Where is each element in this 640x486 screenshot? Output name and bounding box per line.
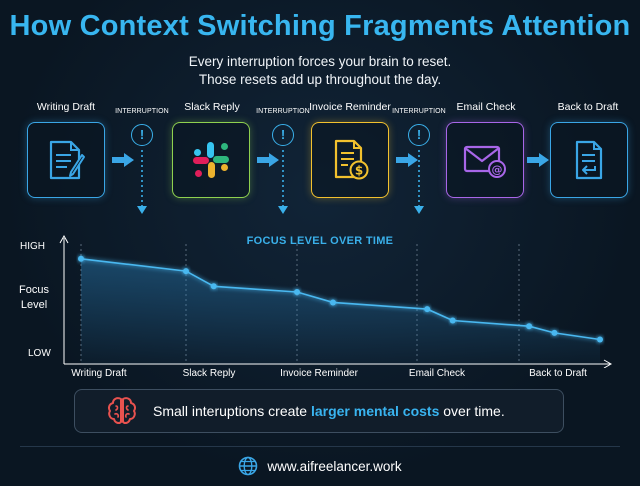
x-tick-slack-reply: Slack Reply <box>182 368 236 379</box>
document-pen-icon <box>49 140 85 180</box>
dotted-down-arrow-icon-3 <box>414 150 424 214</box>
interruption-label-3: INTERRUPTION <box>392 108 446 115</box>
y-axis-arrow-icon <box>59 234 69 244</box>
globe-icon <box>239 456 258 476</box>
y-axis-title: Focus Level <box>14 283 54 313</box>
data-point-9 <box>597 336 603 343</box>
card-invoice-reminder: $ <box>311 122 389 198</box>
slack-logo-icon <box>193 142 229 178</box>
y-label-low: LOW <box>28 348 51 359</box>
callout-box: Small interuptions create larger mental … <box>74 389 564 433</box>
data-point-5 <box>424 306 431 313</box>
interruption-label-1: INTERRUPTION <box>115 108 169 115</box>
step-label-slack-reply: Slack Reply <box>184 101 240 113</box>
interruption-label-2: INTERRUPTION <box>256 108 310 115</box>
focus-area <box>81 258 600 364</box>
callout-text-before: Small interuptions create <box>153 403 311 419</box>
envelope-at-icon: @ <box>463 145 506 178</box>
svg-text:$: $ <box>355 164 363 178</box>
data-point-1 <box>183 268 189 275</box>
y-axis-title-line-2: Level <box>20 299 48 311</box>
y-label-high: HIGH <box>20 241 45 252</box>
step-label-writing-draft: Writing Draft <box>36 101 96 113</box>
invoice-dollar-icon: $ <box>334 139 369 180</box>
chart-title: FOCUS LEVEL OVER TIME <box>246 235 394 247</box>
footer: www.aifreelancer.work <box>0 456 640 476</box>
step-label-back-to-draft: Back to Draft <box>557 101 619 113</box>
page-title: How Context Switching Fragments Attentio… <box>9 10 631 42</box>
step-label-email-check: Email Check <box>456 101 516 113</box>
card-back-to-draft <box>550 122 628 198</box>
footer-divider <box>20 446 620 447</box>
callout-text: Small interuptions create larger mental … <box>153 403 505 419</box>
arrow-right-icon-1 <box>112 153 134 167</box>
data-point-2 <box>210 283 217 290</box>
dotted-down-arrow-icon-1 <box>137 150 147 214</box>
dotted-down-arrow-icon-2 <box>278 150 288 214</box>
x-axis-arrow-icon <box>603 359 613 368</box>
data-point-8 <box>551 329 558 336</box>
data-point-0 <box>78 255 84 262</box>
step-label-invoice-reminder: Invoice Reminder <box>309 101 391 113</box>
data-point-3 <box>294 289 300 295</box>
document-return-icon <box>575 140 603 180</box>
arrow-right-icon-3 <box>396 153 418 167</box>
alert-icon-1: ! <box>131 124 153 146</box>
footer-url[interactable]: www.aifreelancer.work <box>267 458 402 474</box>
subtitle-line-1: Every interruption forces your brain to … <box>188 54 452 69</box>
x-tick-writing-draft: Writing Draft <box>71 368 127 379</box>
callout-highlight: larger mental costs <box>310 403 440 419</box>
focus-line <box>80 258 601 341</box>
arrow-right-icon-2 <box>257 153 279 167</box>
brain-icon <box>108 397 136 424</box>
x-tick-email-check: Email Check <box>408 368 466 379</box>
card-writing-draft <box>27 122 105 198</box>
data-point-4 <box>330 299 336 306</box>
y-axis-title-line-1: Focus <box>19 284 49 296</box>
x-tick-invoice-reminder: Invoice Reminder <box>280 368 358 379</box>
card-email-check: @ <box>446 122 524 198</box>
alert-icon-2: ! <box>272 124 294 146</box>
alert-icon-3: ! <box>408 124 430 146</box>
subtitle: Every interruption forces your brain to … <box>0 53 640 89</box>
subtitle-line-2: Those resets add up throughout the day. <box>198 72 442 87</box>
svg-text:@: @ <box>492 163 503 176</box>
arrow-right-icon-4 <box>527 153 549 167</box>
card-slack-reply <box>172 122 250 198</box>
x-tick-back-to-draft: Back to Draft <box>529 368 587 379</box>
focus-chart <box>59 234 613 368</box>
callout-text-after: over time. <box>439 403 505 419</box>
data-point-6 <box>449 317 456 324</box>
data-point-7 <box>526 323 533 330</box>
